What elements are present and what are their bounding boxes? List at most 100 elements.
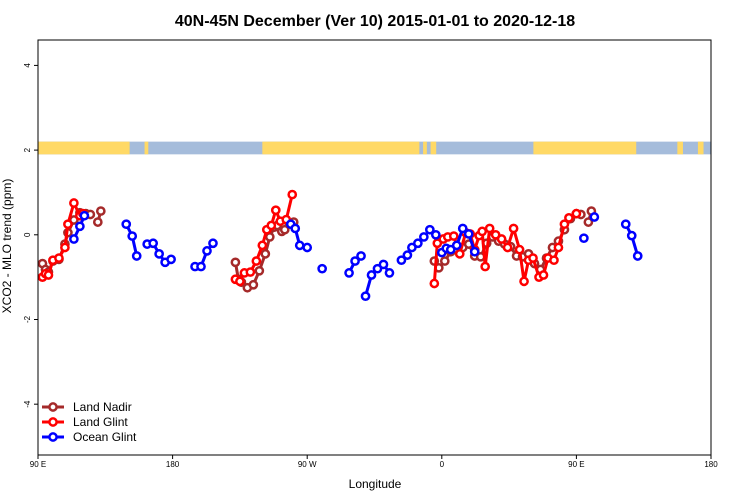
data-point (266, 220, 277, 231)
data-point (257, 240, 268, 251)
land-band (38, 141, 130, 155)
y-tick-label: 2 (23, 147, 32, 152)
data-point (519, 276, 529, 287)
data-point (294, 240, 305, 251)
y-tick-label: 4 (23, 63, 32, 68)
y-tick-label: -4 (23, 400, 32, 408)
data-point (43, 270, 54, 280)
data-point (95, 206, 106, 216)
data-point (196, 261, 206, 272)
data-point (620, 219, 631, 230)
data-point (424, 224, 435, 235)
data-point (583, 217, 594, 227)
data-point (344, 268, 354, 278)
data-point (419, 232, 429, 242)
data-point (254, 265, 265, 276)
data-point (260, 249, 271, 259)
data-point (396, 255, 407, 266)
data-point (508, 223, 519, 234)
land-band (262, 141, 420, 155)
data-point (564, 213, 574, 223)
data-point (538, 270, 549, 280)
data-point (92, 217, 103, 227)
data-point (439, 256, 450, 266)
data-point (463, 229, 474, 239)
data-point (154, 249, 164, 259)
data-point (360, 291, 371, 302)
data-series (37, 189, 643, 302)
data-point (270, 205, 281, 216)
data-point (579, 233, 589, 244)
data-point (166, 254, 176, 265)
data-point (469, 246, 480, 257)
data-point (626, 230, 637, 241)
legend-marker (48, 432, 58, 442)
data-point (245, 267, 256, 277)
data-point (429, 278, 440, 289)
data-point (448, 231, 459, 241)
data-point (454, 249, 465, 259)
data-point (69, 234, 79, 244)
x-axis-label: Longitude (349, 477, 402, 491)
data-point (302, 242, 313, 253)
data-point (366, 270, 377, 280)
data-point (484, 223, 495, 234)
surface-type-strip (38, 141, 711, 155)
land-band (533, 141, 637, 155)
data-point (251, 256, 262, 266)
x-tick-label: 180 (166, 460, 180, 469)
data-point (235, 276, 245, 287)
plot-frame (37, 39, 712, 456)
data-point (75, 221, 85, 232)
data-point (477, 226, 488, 237)
series-ocean-glint (69, 210, 643, 302)
data-point (287, 189, 298, 200)
x-axis-ticks: 90 E 180 90 W 0 90 E 180 (30, 455, 718, 469)
data-point (356, 251, 366, 261)
data-point (457, 223, 468, 234)
land-band (144, 141, 149, 155)
data-point (502, 242, 513, 253)
data-point (121, 219, 132, 230)
data-point (480, 261, 491, 272)
data-point (60, 242, 70, 253)
data-point (290, 223, 301, 234)
data-point (248, 279, 259, 290)
data-point (317, 263, 328, 274)
legend-label: Land Glint (73, 415, 128, 429)
legend-marker (48, 402, 58, 412)
data-point (430, 229, 441, 240)
data-point (54, 253, 64, 263)
data-point (496, 234, 507, 244)
data-point (350, 256, 360, 266)
chart-title: 40N-45N December (Ver 10) 2015-01-01 to … (175, 13, 575, 30)
data-point (632, 251, 643, 261)
land-band (423, 141, 427, 155)
y-axis-label: XCO2 - MLO trend (ppm) (0, 179, 14, 314)
data-point (402, 250, 413, 260)
legend-marker (48, 417, 58, 427)
data-point (148, 238, 159, 249)
data-point (528, 253, 538, 263)
y-tick-label: -2 (23, 315, 32, 323)
legend-label: Ocean Glint (73, 430, 137, 444)
data-point (202, 246, 212, 256)
land-band (697, 141, 704, 155)
legend-label: Land Nadir (73, 400, 132, 414)
data-point (559, 219, 570, 230)
data-point (131, 251, 142, 261)
data-point (63, 219, 73, 230)
data-point (413, 238, 423, 249)
y-tick-label: 0 (23, 232, 32, 237)
data-point (514, 244, 525, 255)
data-point (208, 238, 218, 249)
x-tick-label: 90 E (30, 460, 46, 469)
land-band (677, 141, 683, 155)
x-tick-label: 90 W (298, 460, 317, 469)
data-point (451, 240, 462, 251)
data-point (553, 242, 564, 253)
data-point (378, 259, 389, 270)
x-tick-label: 180 (704, 460, 718, 469)
